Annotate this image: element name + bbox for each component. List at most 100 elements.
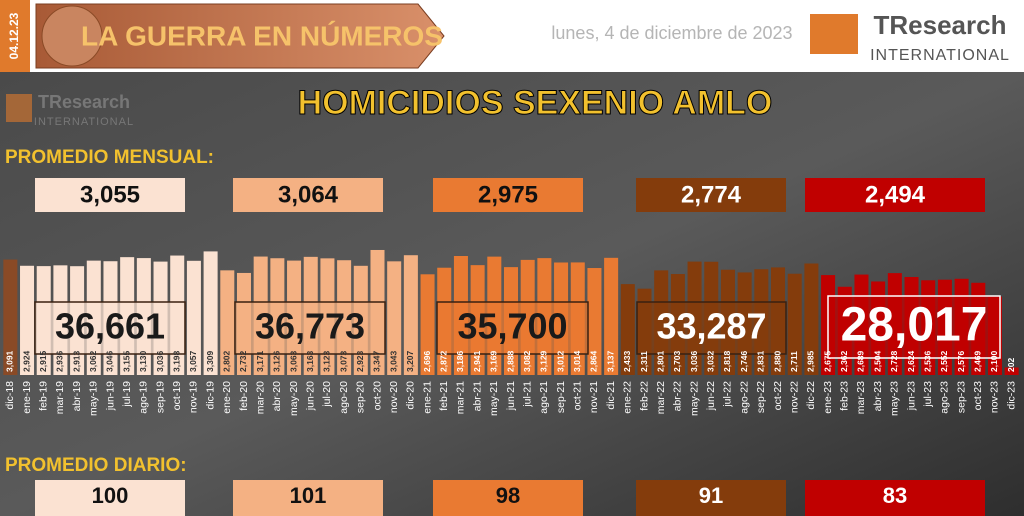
date-strip [0,0,30,72]
annual-total: 35,700 [457,306,567,347]
value-label: 3,130 [138,350,148,372]
x-tick-label: ago-23 [939,381,951,414]
value-label: 2,703 [672,350,682,372]
value-label: 3,155 [121,350,131,372]
average-box [233,480,383,516]
value-label: 2,504 [872,350,882,372]
x-tick-label: jun-23 [905,381,917,411]
value-label: 2,924 [21,350,31,372]
value-label: 3,186 [455,350,465,372]
bar [20,265,35,375]
daily-average: 101 [290,483,327,508]
value-label: 3,207 [405,350,415,372]
value-label: 2,913 [71,350,81,372]
x-tick-label: mar-19 [54,381,66,414]
daily-average: 83 [883,483,907,508]
value-label: 2,801 [655,350,665,372]
value-label: 2,818 [722,350,732,372]
x-tick-label: sep-22 [755,381,767,413]
x-tick-label: sep-23 [955,381,967,413]
value-label: 3,309 [205,350,215,372]
x-tick-label: dic-21 [605,381,617,410]
average-box [233,178,383,212]
total-box [436,301,589,355]
x-tick-label: ago-22 [738,381,750,414]
average-box [35,178,185,212]
x-tick-label: nov-22 [788,381,800,413]
value-label: 3,129 [539,350,549,372]
x-tick-label: feb-19 [38,381,50,411]
x-tick-label: mar-22 [655,381,667,414]
value-label: 3,073 [338,350,348,372]
value-label: 3,171 [255,350,265,372]
value-label: 3,036 [155,350,165,372]
daily-average: 91 [699,483,723,508]
value-label: 2,941 [472,350,482,372]
value-label: 2,732 [238,350,248,372]
bar [3,259,18,375]
monthly-average: 2,774 [681,181,742,208]
x-tick-label: ene-21 [421,381,433,414]
value-label: 202 [1006,358,1016,372]
value-label: 2,923 [355,350,365,372]
value-label: 2,985 [806,350,816,372]
value-label: 2,936 [55,350,65,372]
x-tick-label: ene-22 [622,381,634,414]
annual-total: 33,287 [656,306,766,347]
x-tick-label: oct-20 [371,381,383,410]
monthly-average: 3,055 [80,181,140,208]
value-label: 2,576 [956,350,966,372]
annual-total: 28,017 [841,299,988,352]
value-label: 2,831 [756,350,766,372]
total-box [827,295,1001,359]
average-box [433,480,583,516]
x-tick-label: jun-19 [104,381,116,411]
monthly-average: 2,494 [865,181,926,208]
x-tick-label: abr-22 [672,381,684,412]
value-label: 2,675 [822,350,832,372]
x-tick-label: abr-21 [471,381,483,412]
date-tag: 04.12.23 [7,12,21,59]
x-tick-label: jun-20 [305,381,317,411]
value-label: 2,552 [939,350,949,372]
x-tick-label: jul-21 [521,381,533,408]
value-label: 3,137 [605,350,615,372]
total-box [636,301,787,355]
banner-icon [41,5,103,67]
bar [620,284,635,375]
x-tick-label: dic-19 [204,381,216,410]
bar [587,268,602,375]
value-label: 3,082 [522,350,532,372]
section-label: PROMEDIO MENSUAL: [5,147,214,168]
x-tick-label: mar-23 [855,381,867,414]
x-tick-label: jun-21 [505,381,517,411]
average-box [35,480,185,516]
logo-sub: INTERNATIONAL [870,47,1010,64]
value-label: 3,063 [288,350,298,372]
value-label: 2,624 [906,350,916,372]
bar [420,274,435,375]
total-box [34,301,186,355]
value-label: 3,123 [322,350,332,372]
x-tick-label: dic-23 [1005,381,1017,410]
value-label: 2,802 [222,350,232,372]
value-label: 3,062 [88,350,98,372]
value-label: 3,032 [706,350,716,372]
daily-average: 98 [496,483,520,508]
x-tick-label: jul-22 [722,381,734,408]
x-tick-label: oct-23 [972,381,984,410]
monthly-average: 2,975 [478,181,538,208]
value-label: 3,091 [5,350,15,372]
daily-average: 100 [92,483,129,508]
value-label: 3,046 [105,350,115,372]
x-tick-label: sep-20 [355,381,367,413]
bar [804,263,819,375]
value-label: 2,536 [922,350,932,372]
x-tick-label: nov-23 [989,381,1001,413]
value-label: 2,362 [839,350,849,372]
value-label: 2,728 [889,350,899,372]
value-label: 3,347 [372,350,382,372]
logo-name-small: TResearch [38,92,130,112]
value-label: 3,126 [272,350,282,372]
